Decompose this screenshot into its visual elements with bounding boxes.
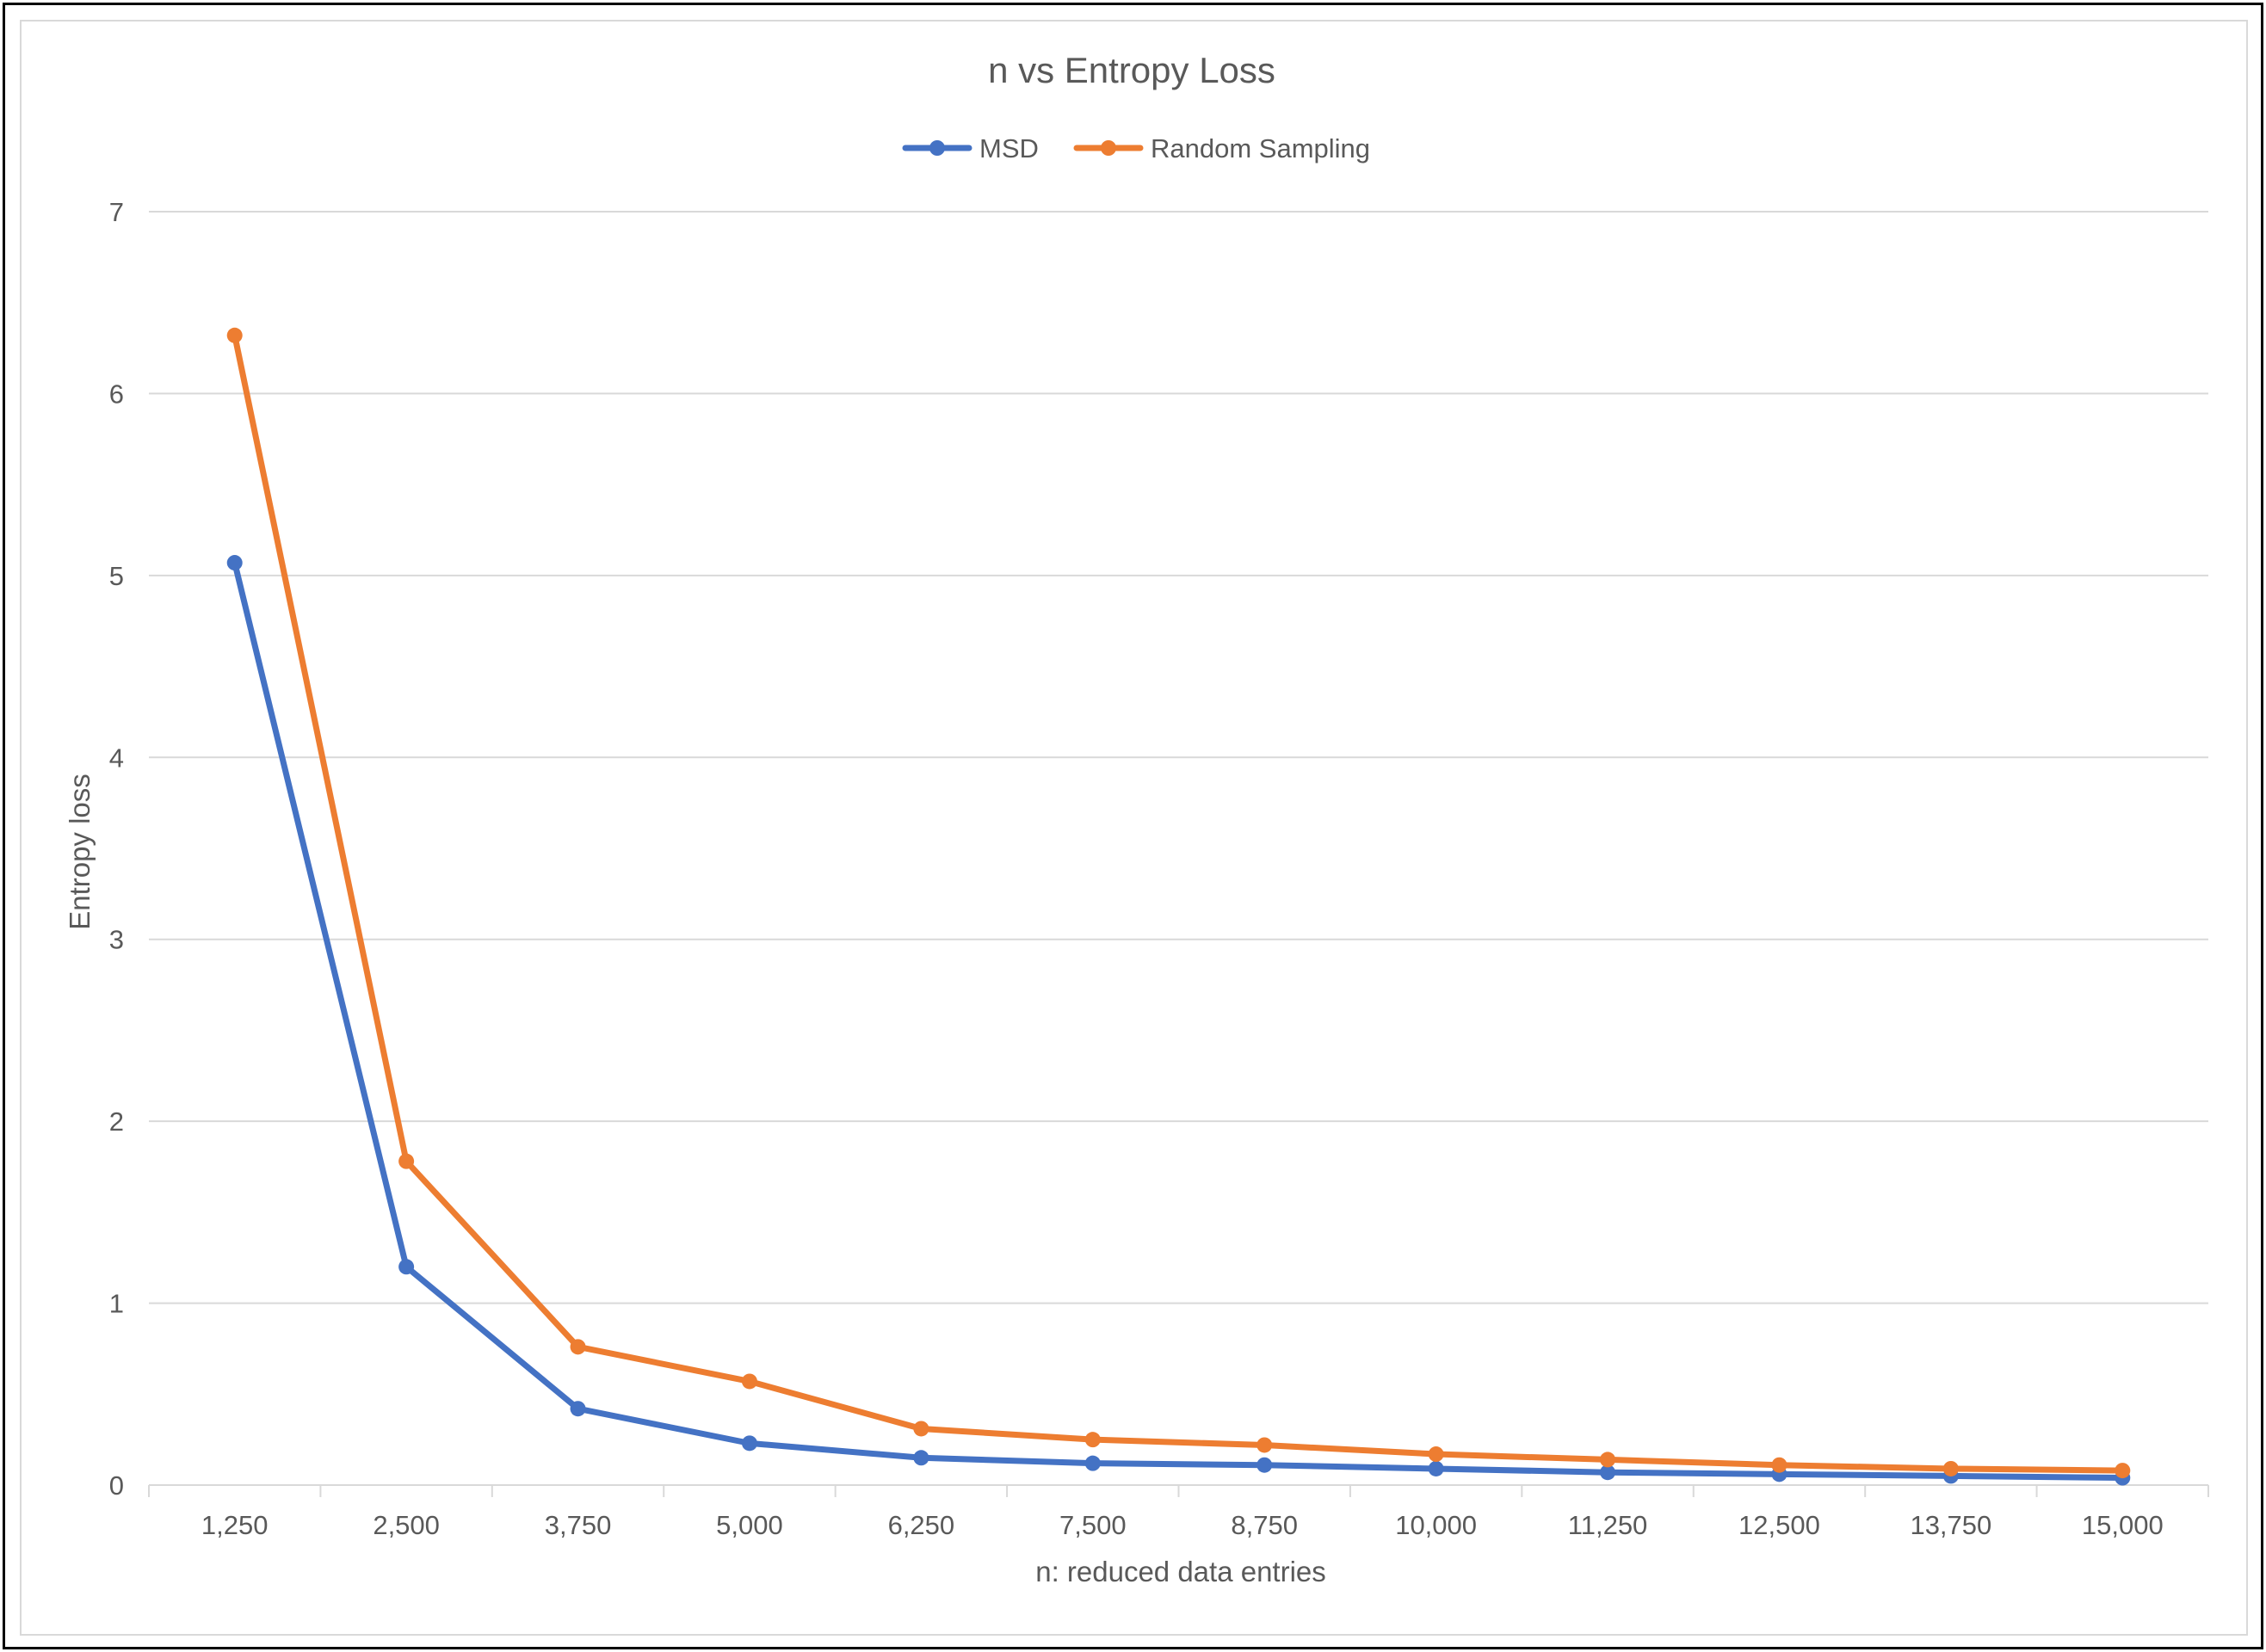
y-tick-label: 5 (109, 561, 124, 591)
x-tick-label: 7,500 (1059, 1510, 1127, 1540)
data-point (1600, 1464, 1616, 1481)
data-point (1084, 1455, 1101, 1471)
data-point (1428, 1460, 1444, 1476)
data-point (913, 1421, 929, 1437)
series-line (232, 559, 2126, 1482)
data-point (913, 1450, 929, 1466)
legend-item: Random Sampling (1073, 133, 1370, 163)
chart-area-border (20, 20, 2248, 1636)
data-point (1942, 1460, 1959, 1476)
x-tick-label: 2,500 (373, 1510, 440, 1540)
data-point (398, 1153, 415, 1169)
data-point (1428, 1446, 1444, 1463)
series-random-sampling (226, 327, 2131, 1479)
data-point (1600, 1452, 1616, 1468)
data-point (1256, 1437, 1273, 1453)
x-tick-label: 15,000 (2082, 1510, 2164, 1540)
y-tick-label: 6 (109, 379, 124, 409)
y-axis-ticks: 0 1 2 3 4 5 6 7 (109, 197, 124, 1501)
data-point (1771, 1457, 1787, 1473)
x-tick-label: 10,000 (1395, 1510, 1477, 1540)
legend-label: Random Sampling (1151, 133, 1370, 163)
x-tick-label: 3,750 (545, 1510, 612, 1540)
y-tick-label: 1 (109, 1289, 124, 1319)
series-line (232, 332, 2126, 1474)
x-axis: 1,250 2,500 3,750 5,000 6,250 7,500 8,750 10,00… (148, 1484, 2209, 1540)
y-tick-label: 2 (109, 1106, 124, 1137)
data-point (226, 327, 243, 343)
chart-frame (3, 3, 2263, 1649)
y-axis-label: Entropy loss (64, 774, 96, 930)
x-axis-label: n: reduced data entries (1035, 1556, 1326, 1587)
y-tick-label: 3 (109, 925, 124, 955)
data-point (2115, 1463, 2131, 1479)
legend-label: MSD (979, 133, 1039, 163)
legend-swatch-marker (929, 140, 945, 156)
x-tick-label: 11,250 (1568, 1510, 1648, 1540)
x-tick-label: 6,250 (888, 1510, 955, 1540)
legend-item: MSD (902, 133, 1039, 163)
data-point (398, 1259, 415, 1275)
chart-title: n vs Entropy Loss (988, 50, 1275, 90)
data-point (741, 1373, 757, 1390)
data-point (570, 1401, 586, 1417)
gridlines (149, 211, 2208, 1304)
series-layer (226, 327, 2131, 1486)
x-tick-label: 5,000 (716, 1510, 783, 1540)
legend-swatch-marker (1101, 140, 1116, 156)
data-point (570, 1339, 586, 1355)
series-msd (226, 555, 2131, 1486)
y-tick-label: 4 (109, 743, 124, 773)
data-point (741, 1435, 757, 1452)
x-tick-label: 12,500 (1738, 1510, 1820, 1540)
legend: MSD Random Sampling (902, 133, 1370, 163)
data-point (1256, 1457, 1273, 1473)
data-point (1084, 1432, 1101, 1448)
y-tick-label: 0 (109, 1470, 124, 1501)
x-tick-label: 13,750 (1910, 1510, 1991, 1540)
x-tick-label: 1,250 (201, 1510, 269, 1540)
y-tick-label: 7 (109, 197, 124, 227)
data-point (226, 555, 243, 571)
x-tick-label: 8,750 (1231, 1510, 1298, 1540)
